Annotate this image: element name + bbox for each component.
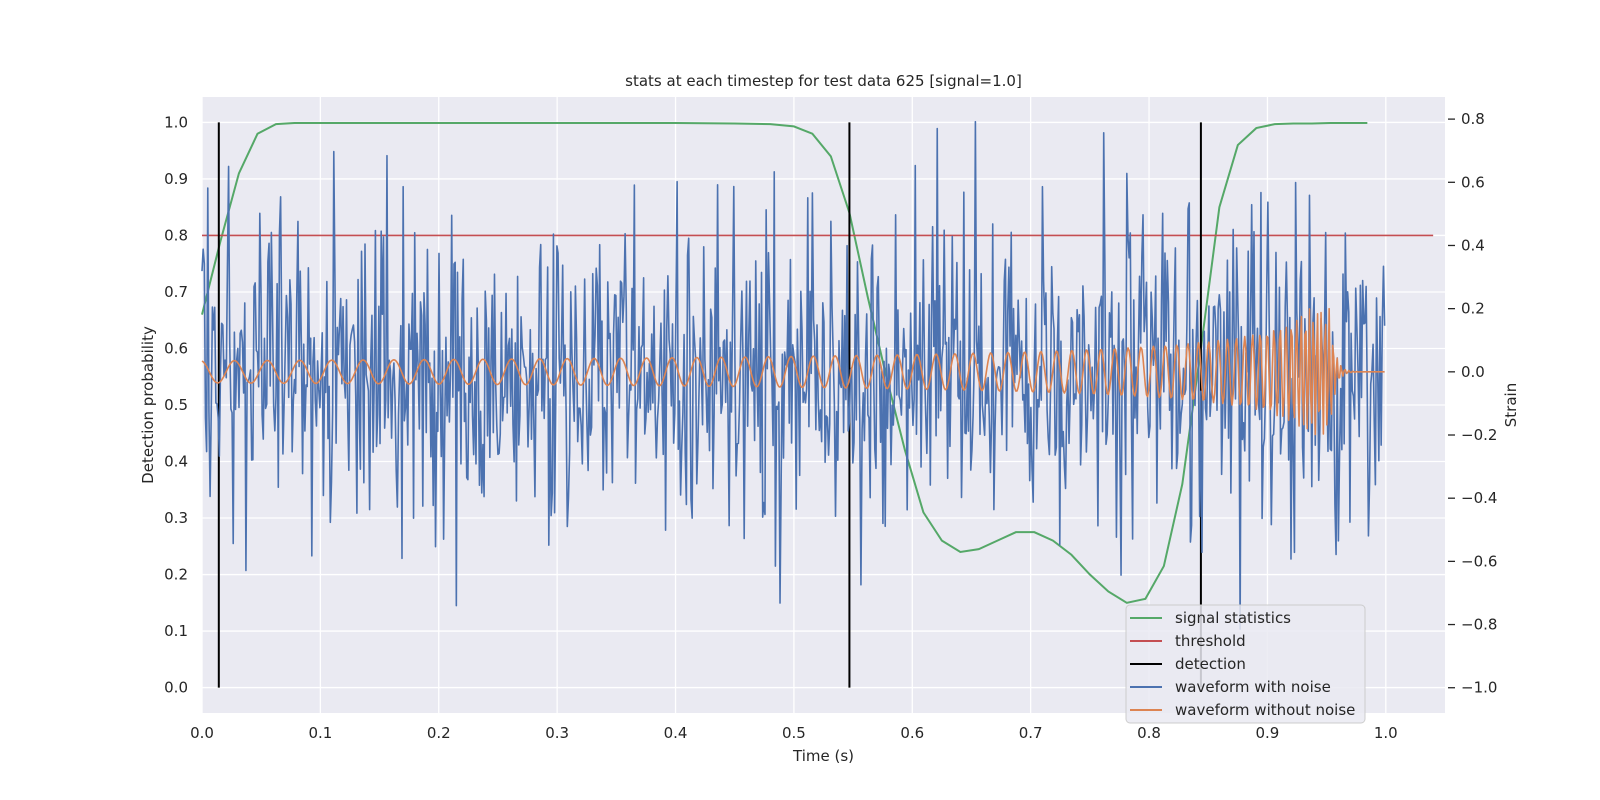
chart-title: stats at each timestep for test data 625… [625,72,1022,90]
y-axis-label: Detection probability [139,326,157,484]
series-layer [201,120,1434,688]
x-axis-label: Time (s) [792,747,854,765]
y-tick-label: 0.3 [164,509,188,527]
waveform-without-noise-line [201,307,1385,436]
signal-statistics-line [201,122,1368,604]
y2-tick-label: 0.2 [1461,300,1485,318]
x-tick-label: 1.0 [1374,724,1398,742]
x-tick-label: 0.3 [545,724,569,742]
y-tick-label: 0.0 [164,679,188,697]
legend: signal statistics threshold detection wavef… [1125,604,1366,724]
y-tick-label: 1.0 [164,113,188,131]
waveform-with-noise-line [201,120,1386,630]
x-tick-label: 0.6 [900,724,924,742]
y-tick-label: 0.6 [164,339,188,357]
y-tick-label: 0.9 [164,170,188,188]
y2-tick-label: −0.6 [1461,552,1497,570]
y2-tick-label: −0.8 [1461,616,1497,634]
y-tick-label: 0.8 [164,226,188,244]
x-tick-label: 0.4 [664,724,688,742]
legend-label: detection [1175,655,1246,673]
y2-axis-label: Strain [1502,383,1520,427]
x-tick-label: 0.2 [427,724,451,742]
legend-label: waveform with noise [1175,678,1331,696]
y2-tick-label: 0.8 [1461,110,1485,128]
legend-box [1125,604,1366,724]
y2-tick-label: 0.6 [1461,173,1485,191]
legend-label: threshold [1175,632,1246,650]
x-tick-label: 0.7 [1019,724,1043,742]
legend-label: signal statistics [1175,609,1291,627]
x-tick-label: 0.8 [1137,724,1161,742]
y-tick-label: 0.7 [164,283,188,301]
x-tick-label: 0.5 [782,724,806,742]
y-tick-label: 0.1 [164,622,188,640]
y2-tick-label: −0.2 [1461,426,1497,444]
y-tick-label: 0.2 [164,566,188,584]
legend-label: waveform without noise [1175,701,1355,719]
y-tick-label: 0.4 [164,453,188,471]
y-tick-label: 0.5 [164,396,188,414]
tick-labels: 0.0 0.1 0.2 0.3 0.4 0.5 0.6 0.7 0.8 0.9 1.0 0.0 0.1 0… [164,110,1497,742]
x-tick-label: 0.1 [308,724,332,742]
y2-tick-label: 0.4 [1461,236,1485,254]
x-tick-label: 0.0 [190,724,214,742]
y2-tick-label: −1.0 [1461,679,1497,697]
y2-tick-label: 0.0 [1461,363,1485,381]
y2-tick-label: −0.4 [1461,489,1497,507]
x-tick-label: 0.9 [1255,724,1279,742]
